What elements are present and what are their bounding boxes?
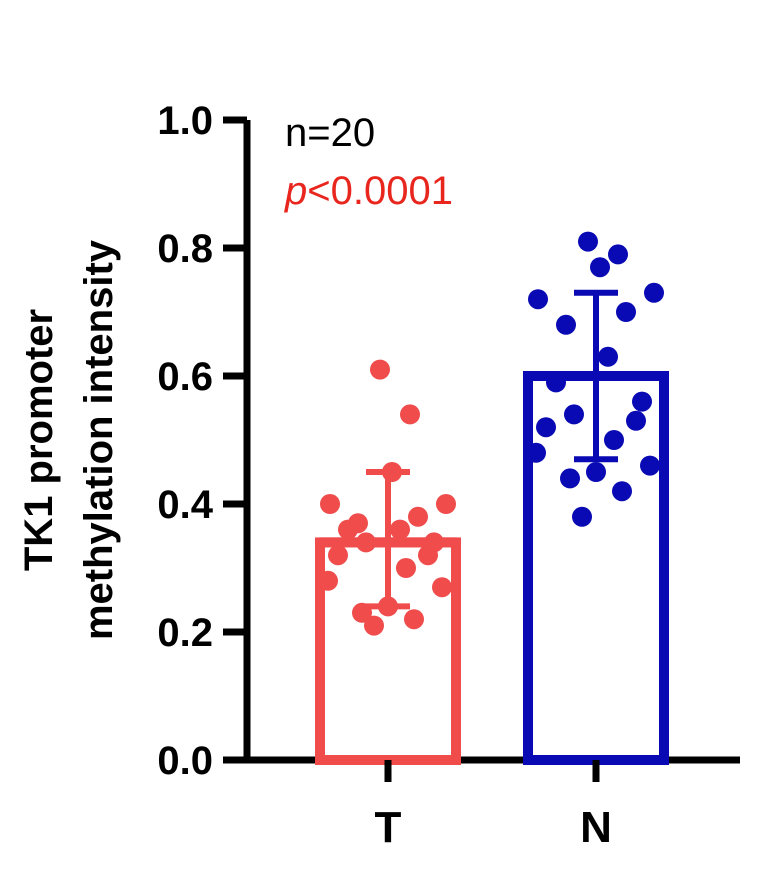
- data-point-N: [644, 282, 664, 303]
- data-point-N: [608, 244, 628, 265]
- p-value-text: <0.0001: [307, 169, 453, 213]
- data-point-T: [436, 494, 456, 514]
- data-point-N: [604, 430, 624, 450]
- y-tick-label: 0.8: [157, 227, 213, 271]
- error-bars-group: [320, 289, 664, 610]
- annotation-p-value: p<0.0001: [284, 169, 453, 213]
- y-tick-label: 0.6: [157, 355, 213, 399]
- data-point-N: [598, 346, 618, 367]
- data-point-N: [612, 481, 632, 502]
- data-point-N: [572, 506, 592, 527]
- data-point-N: [526, 442, 546, 463]
- data-point-N: [626, 410, 646, 431]
- x-tick-label-T: T: [375, 803, 402, 852]
- data-point-T: [318, 570, 338, 591]
- data-point-N: [564, 404, 584, 425]
- data-point-T: [396, 558, 416, 578]
- data-point-T: [364, 615, 384, 636]
- data-point-T: [408, 506, 428, 527]
- y-tick-label: 0.0: [157, 739, 213, 783]
- data-point-T: [418, 545, 438, 566]
- data-point-T: [370, 359, 390, 380]
- annotation-n: n=20: [285, 111, 375, 155]
- data-point-N: [586, 462, 606, 482]
- data-point-T: [328, 545, 348, 566]
- data-point-N: [578, 231, 598, 252]
- y-axis-label-line-2: methylation intensity: [77, 239, 121, 640]
- data-point-N: [632, 391, 652, 412]
- data-point-T: [432, 577, 452, 598]
- points-group: [318, 231, 664, 636]
- data-point-T: [320, 494, 340, 514]
- y-tick-label: 0.2: [157, 611, 213, 655]
- data-point-N: [640, 455, 660, 476]
- data-point-N: [536, 417, 556, 438]
- data-point-T: [404, 609, 424, 630]
- data-point-N: [616, 302, 636, 322]
- y-tick-label: 0.4: [157, 483, 213, 527]
- y-axis-ticks: 0.0 0.2 0.4 0.6 0.8 1.0: [157, 99, 247, 783]
- data-point-N: [590, 257, 610, 278]
- data-point-T: [390, 519, 410, 540]
- data-point-T: [338, 519, 358, 540]
- y-axis-label-line-1: TK1 promoter: [17, 309, 61, 571]
- y-tick-label: 1.0: [157, 99, 213, 143]
- data-point-T: [400, 404, 420, 425]
- x-tick-label-N: N: [580, 803, 612, 852]
- y-axis-label: TK1 promoter methylation intensity: [17, 239, 121, 640]
- data-point-N: [528, 289, 548, 310]
- p-italic-prefix: p: [284, 169, 307, 213]
- data-point-N: [560, 468, 580, 489]
- data-point-N: [556, 314, 576, 335]
